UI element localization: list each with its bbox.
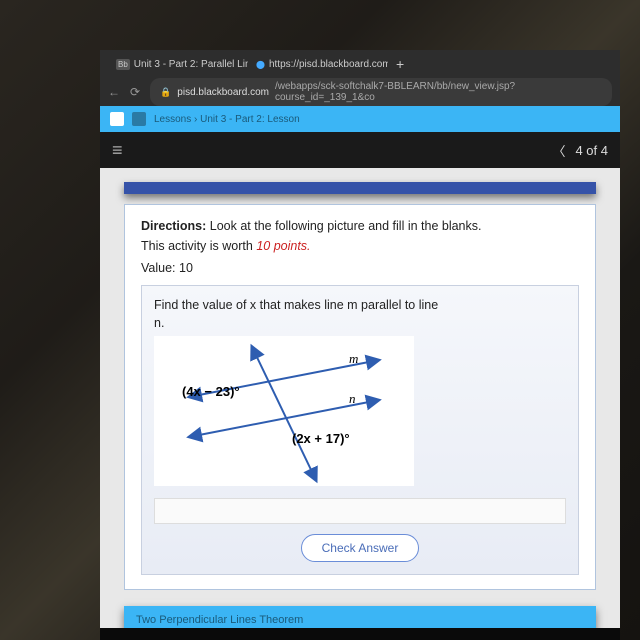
back-icon[interactable]: ← [108,85,120,99]
header-stripe [124,182,596,194]
question-text-2: n. [154,316,566,330]
page-count: 4 of 4 [575,143,608,158]
angle-2: (2x + 17)° [292,431,350,446]
tab-bar: Bb Unit 3 - Part 2: Parallel Lines an × … [100,50,620,78]
geometry-diagram: m n (4x − 23)° (2x + 17)° [154,336,414,486]
new-tab-button[interactable]: + [388,56,412,72]
tab-title: Unit 3 - Part 2: Parallel Lines an [134,59,248,70]
content-header: ≡ 〈 4 of 4 [100,132,620,168]
tab-1[interactable]: Bb Unit 3 - Part 2: Parallel Lines an × [108,55,248,74]
label-n: n [349,391,356,407]
tab-favicon: Bb [116,59,130,70]
lock-icon: 🔒 [160,87,171,98]
question-inner: Find the value of x that makes line m pa… [141,285,579,575]
footer-stripe[interactable]: Two Perpendicular Lines Theorem [124,606,596,628]
pager: 〈 4 of 4 [552,141,608,160]
footer-text: Two Perpendicular Lines Theorem [136,614,303,626]
question-text: Find the value of x that makes line m pa… [154,298,566,312]
angle-1: (4x − 23)° [182,384,240,399]
answer-input[interactable] [154,498,566,524]
main-content: Directions: Look at the following pictur… [100,168,620,628]
breadcrumb: Lessons › Unit 3 - Part 2: Lesson [154,114,300,125]
activity-worth: This activity is worth 10 points. [141,239,579,253]
nav-icon[interactable] [132,112,146,126]
url-bar: ← ⟳ 🔒 pisd.blackboard.com /webapps/sck-s… [100,78,620,106]
label-m: m [349,351,358,367]
home-icon[interactable] [110,112,124,126]
url-input[interactable]: 🔒 pisd.blackboard.com /webapps/sck-softc… [150,78,612,106]
breadcrumb-bar: Lessons › Unit 3 - Part 2: Lesson [100,106,620,132]
tab-title: https://pisd.blackboard.com/we [269,59,388,70]
question-card: Directions: Look at the following pictur… [124,204,596,590]
value-label: Value: 10 [141,261,579,275]
tab-2[interactable]: ⬤ https://pisd.blackboard.com/we × [248,55,388,74]
url-domain: pisd.blackboard.com [177,87,269,98]
reload-icon[interactable]: ⟳ [130,85,140,99]
tab-favicon: ⬤ [256,60,265,69]
url-path: /webapps/sck-softchalk7-BBLEARN/bb/new_v… [275,81,602,103]
prev-icon[interactable]: 〈 [552,141,565,160]
check-answer-button[interactable]: Check Answer [301,534,420,562]
menu-icon[interactable]: ≡ [112,140,123,161]
directions: Directions: Look at the following pictur… [141,219,579,233]
